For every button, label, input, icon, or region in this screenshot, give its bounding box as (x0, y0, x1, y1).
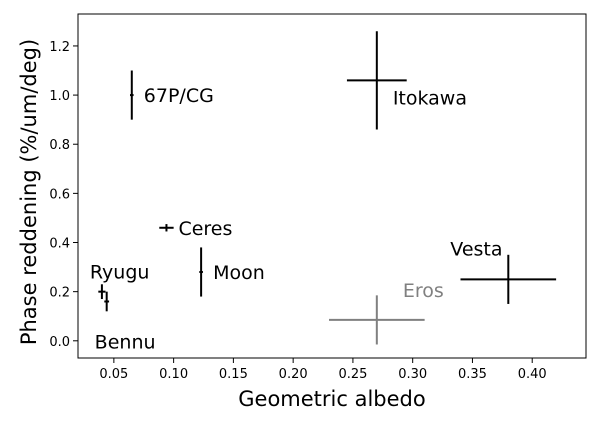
point-moon: Moon (199, 247, 265, 297)
axes-frame (77, 13, 587, 359)
point-bennu: Bennu (95, 291, 156, 353)
x-tick-label: 0.05 (99, 367, 128, 382)
point-label: 67P/CG (144, 85, 214, 107)
point-vesta: Vesta (450, 238, 557, 304)
y-tick-label: 0.6 (49, 187, 70, 202)
point-ryugu: Ryugu (90, 262, 150, 300)
point-label: Ceres (178, 218, 232, 240)
x-tick-label: 0.30 (398, 367, 427, 382)
point-label: Itokawa (393, 87, 467, 109)
axes-layer: 0.05 0.10 0.15 0.20 0.25 0.30 0.35 0.40 0.0 0.2 0.… (49, 13, 587, 382)
y-tick-label: 0.2 (49, 286, 70, 301)
y-tick-label: 1.2 (49, 40, 70, 55)
x-tick-label: 0.40 (518, 367, 547, 382)
point-label: Bennu (95, 331, 156, 353)
y-tick-label: 0.4 (49, 237, 70, 252)
point-label: Ryugu (90, 262, 150, 284)
point-label: Eros (403, 280, 444, 302)
y-tick-label: 0.8 (49, 138, 70, 153)
point-67p-cg: 67P/CG (129, 70, 214, 120)
x-axis-label: Geometric albedo (238, 387, 425, 411)
plot-layer: 67P/CG Itokawa Ceres Moon Ryugu Bennu Vesta Ero… (90, 31, 557, 353)
point-itokawa: Itokawa (346, 31, 467, 130)
x-tick-label: 0.10 (159, 367, 188, 382)
x-tick-label: 0.25 (338, 367, 367, 382)
x-tick-label: 0.35 (458, 367, 487, 382)
point-eros: Eros (329, 280, 444, 345)
y-tick-label: 0.0 (49, 335, 70, 350)
x-tick-label: 0.20 (279, 367, 308, 382)
y-axis-label: Phase reddening (%/um/deg) (17, 39, 41, 345)
point-ceres: Ceres (159, 218, 232, 240)
x-tick-label: 0.15 (219, 367, 248, 382)
y-tick-label: 1.0 (49, 89, 70, 104)
point-label: Moon (213, 262, 265, 284)
point-label: Vesta (450, 238, 502, 260)
